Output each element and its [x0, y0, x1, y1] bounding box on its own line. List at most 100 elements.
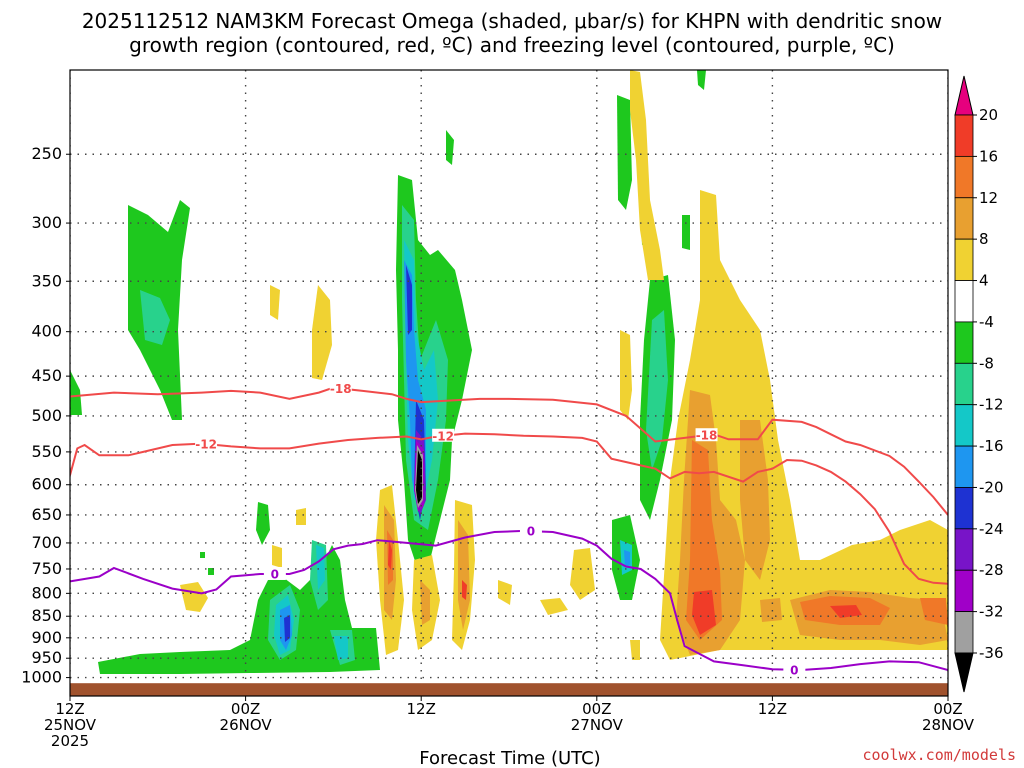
- omega-region: [697, 70, 706, 90]
- x-tick-label: 28NOV: [922, 716, 975, 734]
- y-tick-label: 400: [31, 322, 62, 341]
- omega-region: [296, 508, 306, 525]
- y-tick-label: 750: [31, 559, 62, 578]
- colorbar-band: [954, 569, 974, 613]
- omega-region: [200, 552, 205, 558]
- colorbar-band: [954, 445, 974, 488]
- omega-region: [686, 440, 722, 640]
- x-tick-label: 00Z: [582, 700, 611, 718]
- y-tick-label: 450: [31, 366, 62, 385]
- ground-fill: [70, 683, 948, 696]
- freezing-level-contour: [70, 529, 948, 672]
- contour-minus18: [70, 386, 948, 516]
- credit-link[interactable]: coolwx.com/models: [862, 746, 1016, 764]
- colorbar-label: -12: [979, 396, 1004, 414]
- omega-region: [98, 545, 380, 674]
- contour-label-bg: [263, 566, 286, 580]
- omega-region: [256, 502, 270, 545]
- contour-label: -12: [432, 429, 454, 443]
- x-tick-label: 00Z: [231, 700, 260, 718]
- contour-label: 0: [527, 525, 535, 539]
- omega-region: [284, 615, 290, 642]
- omega-region: [624, 550, 630, 567]
- x-tick-label: 12Z: [55, 700, 84, 718]
- colorbar-label: 16: [979, 147, 998, 165]
- y-axis-ticks: 250 300 350 400 450 500 550 600 650 700 750 800 850 9…: [21, 144, 70, 687]
- contour-label-bg: [695, 428, 718, 442]
- y-tick-label: 500: [31, 406, 62, 425]
- contour-lines: -18 -18 -12 -12 0 0 0: [70, 381, 948, 677]
- omega-region: [420, 580, 430, 625]
- omega-region: [830, 605, 862, 618]
- omega-region: [682, 215, 690, 250]
- ground-surface: [70, 683, 948, 696]
- omega-region: [312, 285, 332, 380]
- omega-region: [570, 548, 595, 600]
- omega-region: [540, 598, 568, 615]
- omega-region: [270, 285, 280, 320]
- y-tick-label: 550: [31, 442, 62, 461]
- y-tick-label: 300: [31, 213, 62, 232]
- omega-region: [646, 310, 668, 470]
- colorbar-label: -32: [979, 603, 1004, 621]
- colorbar-label: 20: [979, 106, 998, 124]
- x-tick-label: 27NOV: [571, 716, 624, 734]
- contour-label-bg: [519, 524, 542, 538]
- colorbar-band: [954, 280, 974, 323]
- y-tick-label: 950: [31, 648, 62, 667]
- colorbar-band: [954, 611, 974, 654]
- chart-title-line-2: growth region (contoured, red, ºC) and f…: [129, 33, 895, 57]
- colorbar-band: [954, 114, 974, 157]
- omega-region: [630, 70, 664, 280]
- y-tick-label: 900: [31, 628, 62, 647]
- contour-label: 0: [790, 663, 798, 677]
- omega-region: [920, 598, 948, 625]
- y-tick-label: 350: [31, 271, 62, 290]
- omega-region: [316, 545, 325, 590]
- omega-region: [140, 290, 170, 345]
- omega-region: [334, 636, 348, 660]
- x-tick-label: 26NOV: [220, 716, 273, 734]
- contour-label-bg: [783, 662, 806, 676]
- colorbar-label: 4: [979, 272, 989, 290]
- contour-label: 0: [271, 567, 279, 581]
- colorbar-label: 12: [979, 189, 998, 207]
- colorbar-label: 8: [979, 230, 989, 248]
- colorbar-band: [954, 155, 974, 199]
- colorbar-label: -8: [979, 354, 994, 372]
- colorbar-band: [954, 197, 974, 240]
- y-tick-label: 1000: [21, 668, 62, 687]
- contour-label-bg: [432, 428, 455, 442]
- omega-region: [208, 568, 214, 575]
- x-tick-label: 00Z: [933, 700, 962, 718]
- colorbar-label: -4: [979, 313, 994, 331]
- omega-region: [462, 580, 467, 600]
- chart-title-line-1: 2025112512 NAM3KM Forecast Omega (shaded…: [82, 9, 942, 33]
- omega-region: [760, 598, 782, 622]
- colorbar-band: [954, 362, 974, 406]
- colorbar-band: [954, 404, 974, 447]
- contour-label: -12: [195, 437, 217, 451]
- contour-label: -18: [696, 429, 718, 443]
- y-tick-label: 600: [31, 475, 62, 494]
- colorbar-band: [954, 321, 974, 364]
- colorbar-band: [954, 238, 974, 281]
- y-tick-label: 850: [31, 606, 62, 625]
- colorbar-label: -24: [979, 520, 1004, 538]
- omega-region: [617, 95, 632, 210]
- x-tick-label: 12Z: [407, 700, 436, 718]
- colorbar-band: [954, 528, 974, 571]
- omega-region: [692, 590, 716, 635]
- contour-label-bg: [329, 381, 352, 395]
- omega-region: [446, 130, 454, 165]
- colorbar-bottom-arrow: [954, 652, 974, 693]
- omega-region: [740, 420, 770, 580]
- omega-region: [620, 330, 632, 420]
- colorbar-label: -20: [979, 478, 1004, 496]
- colorbar-label: -36: [979, 644, 1004, 662]
- colorbar-label: -28: [979, 561, 1004, 579]
- x-tick-label: 25NOV: [44, 716, 97, 734]
- x-tick-label: 12Z: [758, 700, 787, 718]
- x-axis-label: Forecast Time (UTC): [419, 748, 600, 768]
